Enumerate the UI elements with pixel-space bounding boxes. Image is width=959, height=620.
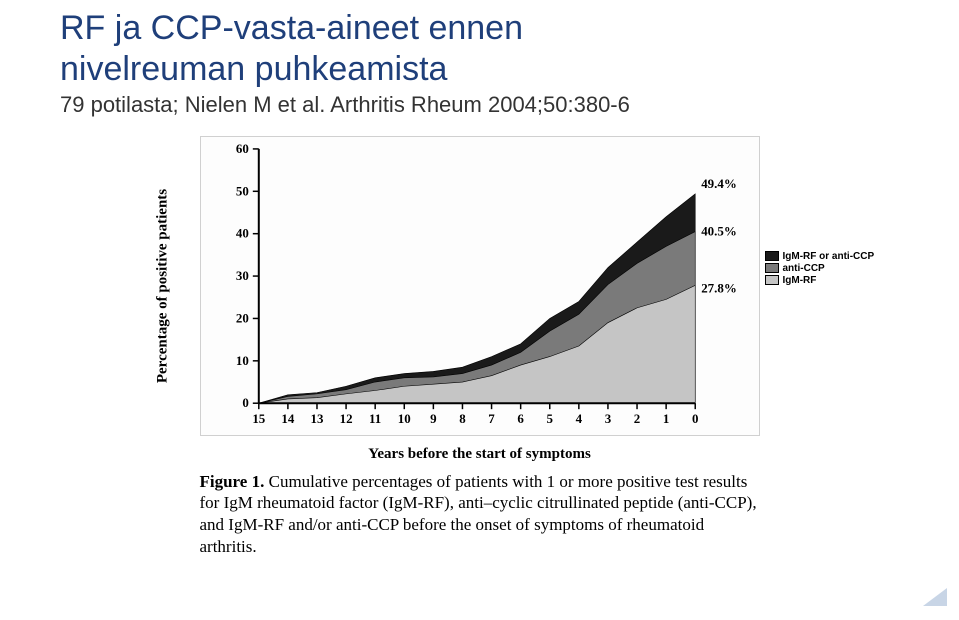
svg-text:0: 0: [691, 411, 697, 426]
title-line-2: nivelreuman puhkeamista: [60, 50, 447, 88]
svg-text:10: 10: [235, 352, 248, 367]
corner-decoration-icon: [923, 588, 947, 606]
svg-text:15: 15: [252, 411, 265, 426]
svg-text:12: 12: [339, 411, 352, 426]
svg-text:30: 30: [235, 268, 248, 283]
svg-text:5: 5: [546, 411, 552, 426]
svg-text:2: 2: [633, 411, 639, 426]
figure: Percentage of positive patients 01020304…: [60, 136, 899, 558]
legend-label: IgM-RF or anti-CCP: [783, 251, 875, 262]
legend-swatch-icon: [765, 251, 779, 261]
svg-text:0: 0: [242, 395, 248, 410]
legend-item: IgM-RF or anti-CCP: [765, 251, 887, 262]
x-axis-label: Years before the start of symptoms: [200, 446, 760, 463]
caption-bold: Figure 1.: [200, 472, 265, 491]
svg-text:49.4%: 49.4%: [701, 175, 737, 190]
svg-text:40.5%: 40.5%: [701, 223, 737, 238]
legend: IgM-RF or anti-CCPanti-CCPIgM-RF: [765, 251, 887, 287]
legend-swatch-icon: [765, 263, 779, 273]
title-line-1: RF ja CCP-vasta-aineet ennen: [60, 9, 523, 47]
svg-text:1: 1: [662, 411, 668, 426]
svg-text:40: 40: [235, 225, 248, 240]
svg-text:4: 4: [575, 411, 582, 426]
svg-text:10: 10: [397, 411, 410, 426]
legend-item: IgM-RF: [765, 275, 887, 286]
svg-text:13: 13: [310, 411, 323, 426]
legend-item: anti-CCP: [765, 263, 887, 274]
chart-area: Percentage of positive patients 01020304…: [200, 136, 760, 436]
svg-text:8: 8: [459, 411, 466, 426]
svg-text:3: 3: [604, 411, 611, 426]
svg-text:9: 9: [430, 411, 436, 426]
y-axis-label: Percentage of positive patients: [154, 161, 171, 411]
legend-label: IgM-RF: [783, 275, 817, 286]
svg-text:11: 11: [369, 411, 381, 426]
legend-label: anti-CCP: [783, 263, 825, 274]
slide-title: RF ja CCP-vasta-aineet ennen nivelreuman…: [60, 8, 899, 90]
svg-text:14: 14: [281, 411, 294, 426]
caption-text: Cumulative percentages of patients with …: [200, 472, 757, 556]
svg-text:50: 50: [235, 183, 248, 198]
svg-text:27.8%: 27.8%: [701, 280, 737, 295]
svg-text:20: 20: [235, 310, 248, 325]
figure-caption: Figure 1. Cumulative percentages of pati…: [200, 471, 760, 558]
svg-text:7: 7: [488, 411, 495, 426]
legend-swatch-icon: [765, 275, 779, 285]
slide: RF ja CCP-vasta-aineet ennen nivelreuman…: [0, 0, 959, 568]
slide-subtitle: 79 potilasta; Nielen M et al. Arthritis …: [60, 92, 899, 118]
svg-text:6: 6: [517, 411, 524, 426]
svg-text:60: 60: [235, 141, 248, 156]
chart-svg: 0102030405060151413121110987654321049.4%…: [201, 137, 759, 435]
